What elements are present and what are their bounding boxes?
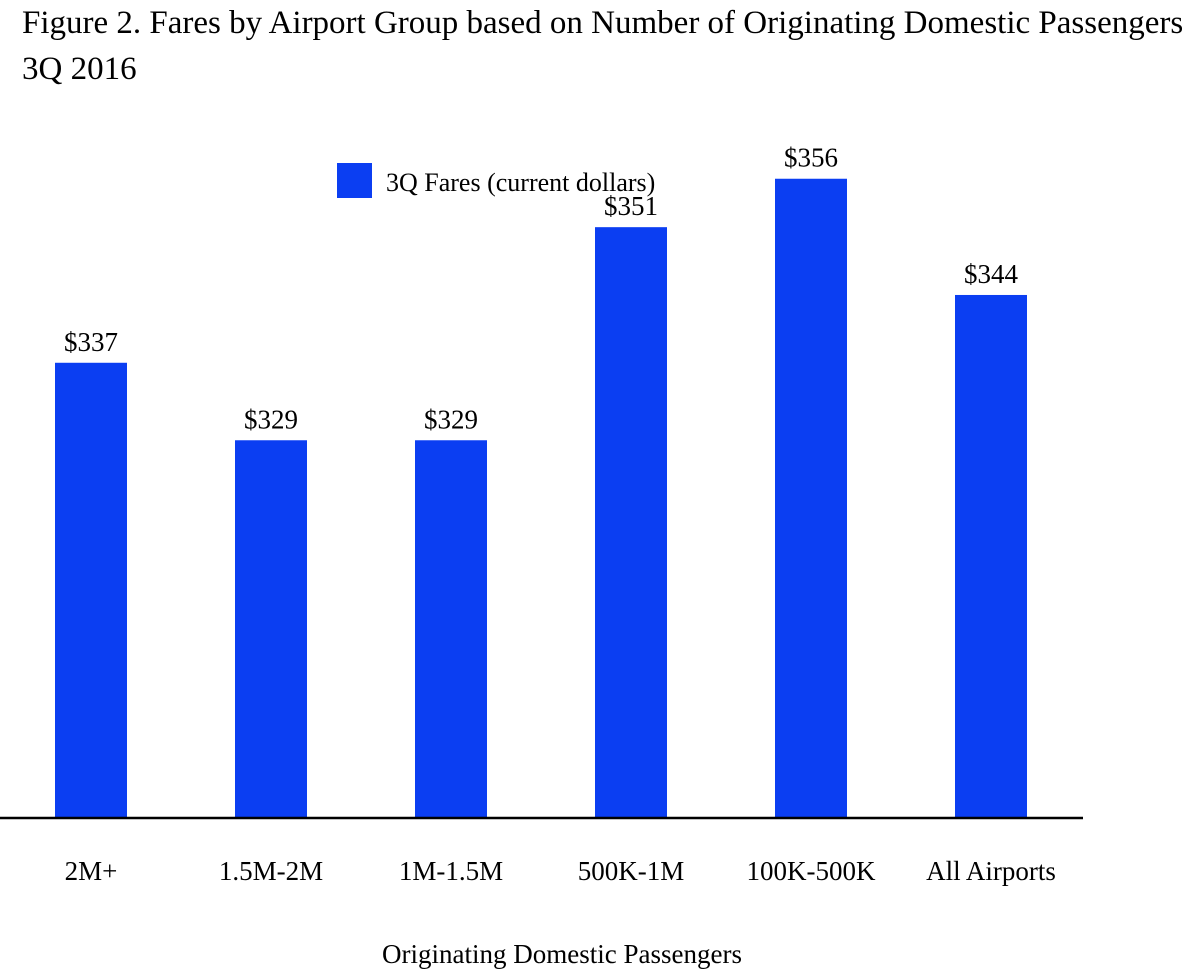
value-label-1: $337 bbox=[64, 327, 118, 357]
legend-label: 3Q Fares (current dollars) bbox=[386, 168, 655, 197]
category-label-6: All Airports bbox=[926, 856, 1056, 886]
bar-5 bbox=[775, 178, 847, 818]
bar-6 bbox=[955, 294, 1027, 818]
category-label-3: 1M-1.5M bbox=[399, 856, 503, 886]
bar-3 bbox=[415, 440, 487, 818]
bar-4 bbox=[595, 227, 667, 818]
category-label-5: 100K-500K bbox=[747, 856, 876, 886]
x-axis-title: Originating Domestic Passengers bbox=[382, 939, 742, 969]
bars-group bbox=[55, 178, 1027, 818]
category-labels-group: 2M+ 1.5M-2M 1M-1.5M 500K-1M 100K-500K All Air… bbox=[65, 856, 1056, 886]
value-label-3: $329 bbox=[424, 404, 478, 434]
category-label-4: 500K-1M bbox=[578, 856, 685, 886]
value-label-4: $351 bbox=[604, 191, 658, 221]
value-labels-group: $337 $329 $329 $351 $356 $344 bbox=[64, 143, 1019, 435]
chart-title: Figure 2. Fares by Airport Group based o… bbox=[22, 5, 1184, 87]
bar-1 bbox=[55, 362, 127, 818]
legend-swatch bbox=[337, 163, 372, 198]
bar-2 bbox=[235, 440, 307, 818]
category-label-1: 2M+ bbox=[65, 856, 118, 886]
value-label-2: $329 bbox=[244, 404, 298, 434]
category-label-2: 1.5M-2M bbox=[219, 856, 323, 886]
legend: 3Q Fares (current dollars) bbox=[337, 163, 655, 198]
value-label-5: $356 bbox=[784, 143, 838, 173]
value-label-6: $344 bbox=[964, 259, 1019, 289]
